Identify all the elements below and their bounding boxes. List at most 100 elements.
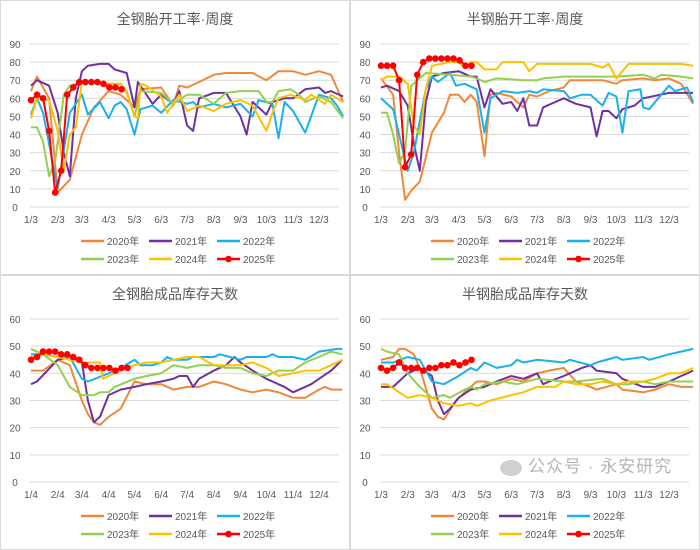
legend-marker: [575, 255, 582, 263]
series-line: [31, 347, 343, 383]
x-tick-label: 9/3: [584, 215, 598, 226]
series-2021: [30, 356, 343, 424]
x-tick-label: 4/3: [452, 215, 466, 226]
x-tick-label: 5/3: [478, 490, 492, 501]
x-tick-label: 2/3: [401, 215, 415, 226]
x-tick-label: 2/3: [51, 215, 65, 226]
data-point: [33, 353, 41, 361]
x-tick-label: 12/3: [659, 490, 679, 501]
legend-item: 2022年: [567, 235, 625, 248]
x-tick-label: 5/3: [478, 215, 492, 226]
x-tick-label: 1/3: [374, 490, 388, 501]
data-point: [124, 364, 131, 372]
data-point: [88, 364, 95, 372]
x-tick-label: 6/3: [504, 490, 518, 501]
legend-item: 2022年: [567, 510, 625, 523]
data-point: [395, 359, 403, 366]
data-point: [407, 151, 415, 158]
series-2025: [377, 356, 475, 374]
legend-item: 2021年: [149, 235, 207, 248]
x-tick-label: 7/4: [180, 490, 194, 501]
x-tick-label: 3/3: [425, 215, 439, 226]
x-tick-label: 4/3: [452, 490, 466, 501]
legend-label: 2020年: [107, 510, 139, 523]
series-2024: [381, 366, 694, 407]
y-tick-label: 40: [9, 369, 21, 380]
series-line: [30, 81, 122, 194]
data-point: [462, 62, 469, 70]
series-line: [30, 347, 343, 397]
x-tick-label: 7/3: [530, 490, 544, 501]
legend-label: 2021年: [525, 235, 557, 248]
data-point: [389, 364, 397, 372]
series-2022: [31, 347, 343, 383]
data-point: [438, 55, 445, 62]
chart-svg: 半钢胎开工率·周度 0 10 20 30 40 50 60 70 80 90 1/3 2/3 3/3 4/3…: [359, 11, 695, 266]
x-tick-label: 1/4: [24, 490, 38, 501]
legend-label: 2024年: [175, 253, 207, 266]
x-tick-label: 10/3: [607, 215, 627, 226]
legend-label: 2022年: [593, 235, 625, 248]
legend-label: 2023年: [107, 253, 139, 266]
x-tick-label: 6/3: [154, 215, 168, 226]
data-point: [425, 55, 433, 62]
series-2025: [27, 78, 125, 196]
x-tick-label: 9/3: [584, 490, 598, 501]
data-point: [57, 167, 65, 175]
legend-item: 2020年: [431, 510, 489, 523]
series-line: [381, 347, 694, 386]
y-tick-label: 80: [9, 58, 21, 69]
chart-title: 半钢胎开工率·周度: [467, 11, 584, 27]
y-tick-label: 50: [9, 112, 21, 123]
series-line: [31, 81, 344, 178]
series-line: [381, 366, 694, 407]
data-point: [383, 367, 391, 374]
series-2020: [30, 70, 345, 194]
legend-label: 2021年: [175, 510, 207, 523]
y-tick-label: 20: [359, 424, 371, 435]
data-point: [389, 62, 397, 70]
series-line: [380, 72, 695, 172]
x-tick-label: 1/3: [24, 215, 38, 226]
y-tick-label: 60: [359, 94, 371, 105]
data-point: [94, 364, 101, 372]
x-tick-label: 3/3: [75, 215, 89, 226]
legend-item: 2021年: [499, 235, 557, 248]
data-point: [450, 359, 457, 366]
watermark-text: 公众号 · 永安研究: [528, 457, 673, 476]
y-tick-label: 90: [9, 40, 21, 51]
data-point: [419, 367, 427, 374]
data-point: [438, 361, 445, 369]
legend-label: 2020年: [457, 235, 489, 248]
data-point: [407, 364, 415, 372]
watermark: 公众号 · 永安研究: [500, 452, 672, 477]
x-tick-label: 7/3: [180, 215, 194, 226]
data-point: [112, 84, 119, 91]
series-line: [380, 347, 694, 421]
series-line: [30, 93, 344, 190]
chart-allsteel-inventory-days: 全钢胎成品库存天数 0 10 20 30 40 50 60 1/4 2/4 3/4 4/4 5/4 6/4…: [0, 275, 350, 550]
x-tick-label: 1/3: [374, 215, 388, 226]
legend-label: 2022年: [243, 510, 275, 523]
y-tick-label: 10: [359, 451, 371, 462]
series-2021: [380, 70, 694, 172]
series-2020: [380, 77, 694, 201]
data-point: [383, 62, 391, 70]
x-tick-label: 10/3: [257, 215, 277, 226]
data-point: [413, 364, 421, 372]
data-point: [27, 356, 35, 364]
legend-marker: [575, 530, 582, 538]
data-point: [118, 85, 125, 93]
wechat-icon: [500, 459, 522, 476]
data-point: [82, 361, 89, 369]
data-point: [468, 62, 475, 70]
x-tick-label: 2/4: [51, 490, 65, 501]
y-tick-label: 0: [362, 203, 368, 214]
series-2023: [381, 72, 694, 165]
legend-item: 2022年: [217, 510, 275, 523]
legend-item: 2025年: [567, 253, 625, 266]
chart-semisteel-inventory-days: 半钢胎成品库存天数 0 10 20 30 40 50 60 1/3 2/3 3/3 4/3 5/3 6/3…: [350, 275, 700, 550]
data-point: [51, 348, 59, 355]
x-tick-label: 5/3: [128, 215, 142, 226]
y-tick-label: 20: [9, 424, 21, 435]
